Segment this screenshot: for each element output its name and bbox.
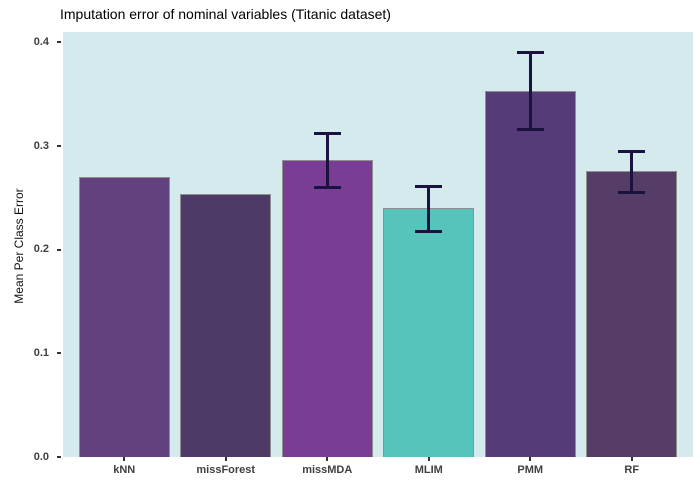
y-tick-label-0.1: 0.1	[33, 346, 49, 359]
x-tick-mark-kNN	[123, 457, 126, 461]
y-axis: 0.0 0.1 0.2 0.3 0.4	[0, 32, 63, 462]
x-tick-label-MLIM: MLIM	[414, 464, 443, 476]
y-tick-label-0.0: 0.0	[33, 450, 49, 463]
error-bar-RF	[630, 151, 634, 193]
bar-RF	[586, 170, 678, 457]
x-tick-label-kNN: kNN	[113, 464, 136, 476]
x-tick-label-missMDA: missMDA	[302, 464, 353, 476]
x-tick-mark-missMDA	[326, 457, 329, 461]
bar-missForest	[180, 193, 272, 457]
bar-kNN	[78, 177, 170, 457]
y-tick-label-0.2: 0.2	[33, 243, 49, 256]
y-tick-mark-0.2	[57, 248, 61, 251]
bar-missMDA	[281, 159, 373, 457]
error-bar-MLIM-lower-cap	[415, 229, 443, 233]
error-bar-PMM-upper-cap	[516, 51, 544, 55]
x-tick-mark-missForest	[224, 457, 227, 461]
error-bar-MLIM	[427, 186, 431, 232]
y-tick-mark-0.1	[57, 352, 61, 355]
error-bar-PMM-lower-cap	[516, 127, 544, 131]
error-bar-RF-lower-cap	[618, 191, 646, 195]
y-tick-label-0.3: 0.3	[33, 139, 49, 152]
plot-panel	[63, 32, 693, 457]
x-tick-mark-RF	[630, 457, 633, 461]
error-bar-RF-upper-cap	[618, 149, 646, 153]
error-bar-missMDA-upper-cap	[313, 132, 341, 136]
x-tick-mark-PMM	[529, 457, 532, 461]
x-tick-mark-MLIM	[427, 457, 430, 461]
error-bar-PMM	[528, 52, 532, 130]
y-tick-mark-0.0	[57, 456, 61, 458]
x-tick-label-missForest: missForest	[196, 464, 256, 476]
y-tick-mark-0.3	[57, 145, 61, 148]
x-tick-label-RF: RF	[624, 464, 640, 476]
y-tick-label-0.4: 0.4	[33, 35, 49, 48]
chart-title: Imputation error of nominal variables (T…	[60, 6, 391, 22]
bar-MLIM	[383, 208, 475, 457]
y-axis-title: Mean Per Class Error	[12, 188, 26, 304]
y-tick-mark-0.4	[57, 41, 61, 44]
error-bar-missMDA	[325, 133, 329, 188]
x-tick-label-PMM: PMM	[517, 464, 544, 476]
bar-PMM	[484, 91, 576, 457]
x-axis: kNN missForest missMDA MLIM PMM RF	[63, 457, 693, 497]
error-bar-MLIM-upper-cap	[415, 184, 443, 188]
error-bar-missMDA-lower-cap	[313, 186, 341, 189]
